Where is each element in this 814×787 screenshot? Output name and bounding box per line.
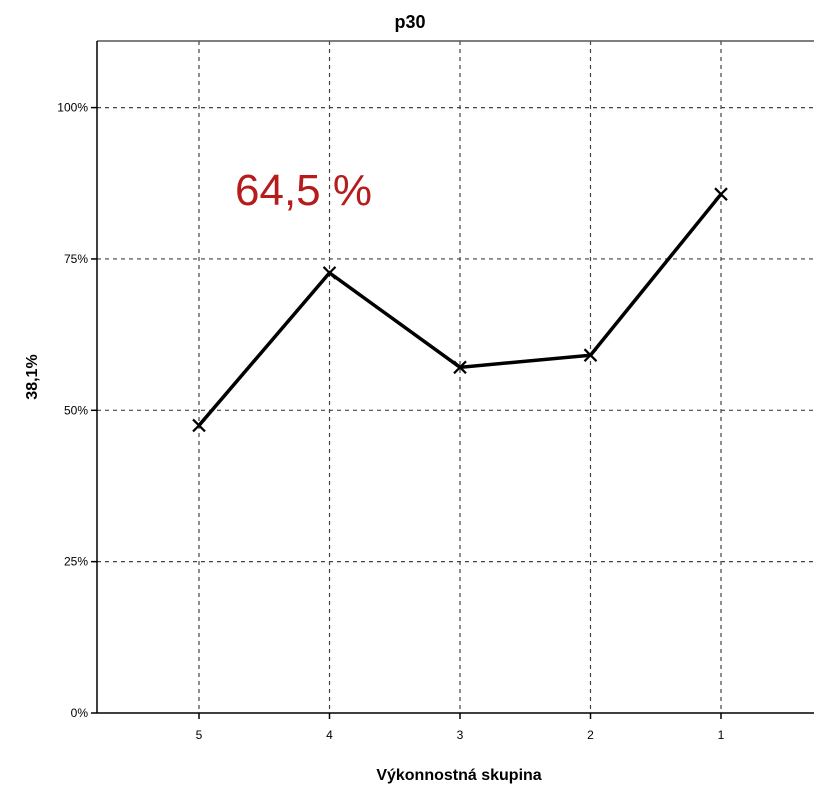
- x-tick-label: 1: [718, 728, 725, 742]
- y-tick-label: 100%: [57, 101, 88, 115]
- y-tick-label: 50%: [64, 403, 88, 417]
- x-tick-label: 4: [326, 728, 333, 742]
- grid-layer: [97, 41, 814, 713]
- x-axis-label: Výkonnostná skupina: [376, 767, 541, 784]
- y-ticks: 0% 25% 50% 75% 100%: [57, 101, 97, 720]
- y-axis-label: 38,1%: [24, 354, 41, 399]
- x-ticks: 5 4 3 2 1: [196, 713, 725, 742]
- data-point-marker: [192, 418, 206, 433]
- x-tick-label: 2: [587, 728, 594, 742]
- data-point-marker: [453, 360, 467, 375]
- series: [192, 187, 728, 433]
- chart-title: p30: [394, 12, 425, 32]
- data-point-marker: [322, 266, 337, 280]
- data-point-marker: [714, 187, 728, 201]
- y-tick-label: 0%: [71, 706, 89, 720]
- annotation-label: 64,5 %: [235, 166, 372, 215]
- x-tick-label: 3: [457, 728, 464, 742]
- y-tick-label: 75%: [64, 252, 88, 266]
- data-point-marker: [583, 348, 598, 362]
- y-tick-label: 25%: [64, 555, 88, 569]
- x-tick-label: 5: [196, 728, 203, 742]
- plot-frame: [96, 40, 814, 714]
